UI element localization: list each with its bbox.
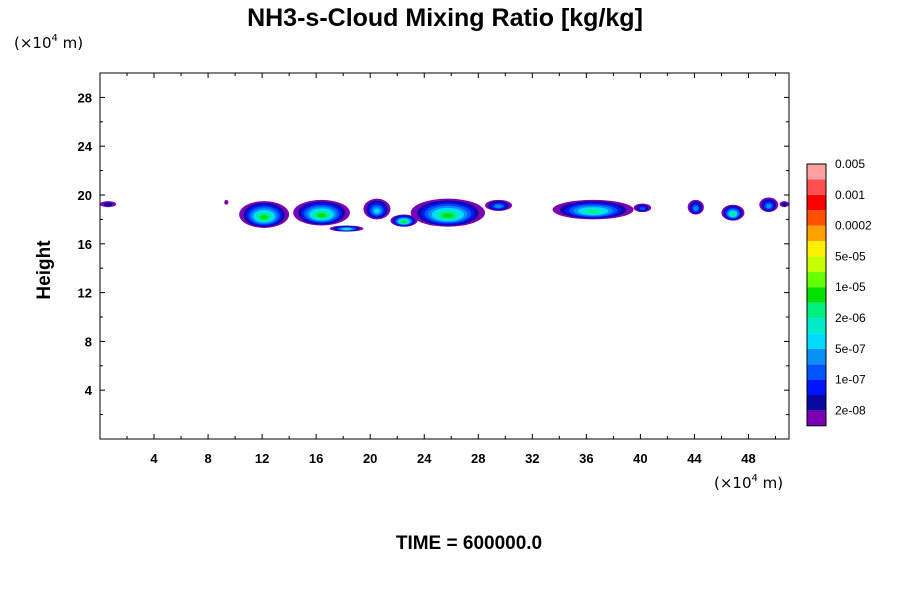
chart-title: NH3-s-Cloud Mixing Ratio [kg/kg] — [247, 4, 643, 32]
time-label: TIME = 600000.0 — [396, 533, 542, 554]
cloud-contour — [639, 207, 646, 211]
colorbar-swatch — [807, 348, 826, 365]
x-tick-label: 28 — [471, 451, 485, 466]
y-tick-label: 8 — [85, 334, 92, 349]
colorbar: 2e-08 1e-07 5e-07 2e-06 1e-05 5e-05 0.0002 0.00… — [806, 157, 872, 427]
cloud-contour — [693, 206, 698, 211]
cloud-blob — [779, 201, 789, 208]
cloud-blob — [759, 197, 779, 213]
colorbar-swatch — [807, 179, 826, 195]
y-tick-label: 20 — [78, 188, 92, 203]
cloud-contour — [781, 202, 787, 207]
cloud-blob — [410, 198, 486, 227]
x-unit-label: (×104 m) — [714, 473, 783, 492]
y-tick-label: 24 — [78, 139, 93, 154]
plot-area — [100, 197, 789, 232]
x-tick-label: 40 — [633, 451, 647, 466]
colorbar-label: 0.0002 — [835, 219, 872, 233]
colorbar-swatch — [807, 210, 826, 226]
y-tick-label: 16 — [78, 237, 92, 252]
x-tick-label: 24 — [417, 451, 432, 466]
cloud-contour — [495, 204, 502, 208]
colorbar-swatch — [807, 225, 826, 241]
cloud-contour — [224, 199, 229, 205]
cloud-blob — [329, 225, 364, 232]
colorbar-label: 5e-05 — [835, 249, 866, 263]
x-tick-label: 8 — [204, 451, 211, 466]
x-tick-label: 12 — [255, 451, 269, 466]
x-tick-label: 44 — [687, 451, 702, 466]
plot-frame — [99, 72, 790, 440]
cloud-blob — [721, 204, 745, 221]
cloud-blob — [100, 201, 117, 208]
cloud-blob — [485, 199, 513, 211]
cloud-contour — [260, 215, 268, 220]
cloud-blob — [224, 199, 229, 205]
cloud-blob — [390, 214, 418, 227]
colorbar-swatch — [807, 318, 826, 334]
colorbar-swatch — [807, 395, 826, 411]
y-tick-label: 28 — [78, 90, 92, 105]
colorbar-swatch — [807, 287, 826, 303]
cloud-contour — [766, 204, 772, 209]
cloud-contour — [343, 227, 350, 231]
cloud-contour — [402, 220, 406, 224]
y-unit-label: (×104 m) — [14, 33, 83, 52]
colorbar-swatch — [807, 194, 826, 211]
x-tick-label: 4 — [150, 451, 158, 466]
cloud-contour — [731, 212, 735, 216]
colorbar-swatch — [807, 256, 826, 272]
colorbar-frame — [806, 163, 827, 427]
colorbar-swatch — [807, 241, 826, 257]
colorbar-swatch — [807, 379, 826, 395]
colorbar-label: 1e-05 — [835, 280, 866, 294]
colorbar-swatch — [807, 364, 826, 380]
colorbar-swatch — [807, 271, 826, 288]
x-tick-label: 48 — [741, 451, 755, 466]
cloud-blob — [239, 201, 290, 228]
cloud-contour — [442, 213, 454, 218]
colorbar-swatch — [807, 333, 826, 349]
colorbar-label: 1e-07 — [835, 373, 866, 387]
y-tick-label: 4 — [85, 383, 93, 398]
cloud-blob — [552, 199, 634, 220]
x-tick-label: 20 — [363, 451, 377, 466]
x-tick-label: 36 — [579, 451, 593, 466]
x-tick-label: 16 — [309, 451, 323, 466]
cloud-contour — [103, 202, 113, 207]
cloud-contour — [317, 213, 326, 218]
x-tick-label: 32 — [525, 451, 539, 466]
cloud-blob — [293, 199, 350, 226]
cloud-contour — [586, 209, 600, 214]
cloud-blob — [633, 203, 652, 213]
colorbar-swatch — [807, 164, 826, 180]
colorbar-swatch — [807, 410, 826, 426]
colorbar-label: 2e-08 — [835, 403, 866, 417]
cloud-blob — [363, 198, 391, 220]
colorbar-label: 0.001 — [835, 188, 865, 202]
cloud-blob — [687, 199, 704, 215]
y-axis-label: Height — [34, 240, 55, 300]
colorbar-swatch — [807, 302, 826, 318]
y-tick-label: 12 — [78, 286, 92, 301]
colorbar-label: 2e-06 — [835, 311, 866, 325]
cloud-contour — [374, 208, 380, 214]
colorbar-label: 5e-07 — [835, 342, 866, 356]
colorbar-label: 0.005 — [835, 157, 865, 171]
